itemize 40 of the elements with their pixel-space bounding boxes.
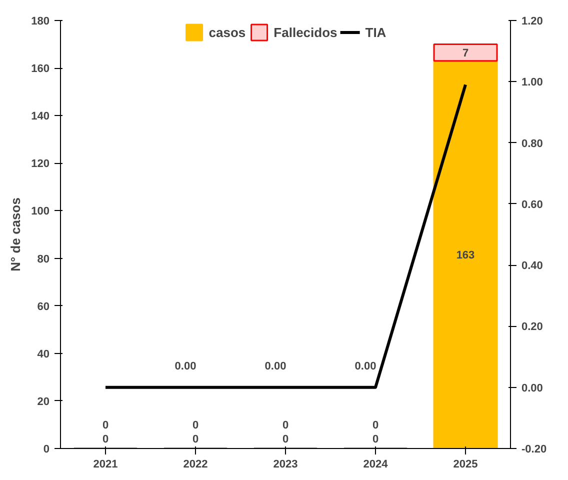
y-axis-title: N° de casos	[8, 198, 24, 272]
y2-tick-label: 0.80	[522, 138, 543, 150]
x-tick-label: 2021	[93, 458, 118, 470]
x-tick-label: 2023	[273, 458, 298, 470]
y-tick-label: 0	[43, 444, 50, 456]
y2-tick-label: 0.00	[522, 382, 543, 394]
data-label: 163	[456, 250, 475, 262]
y2-tick-label: -0.20	[522, 444, 547, 456]
y-tick-label: 160	[31, 63, 50, 76]
y-tick-label: 180	[31, 16, 50, 28]
y2-tick-label: 1.20	[522, 16, 543, 28]
data-label: 7	[462, 48, 469, 60]
data-label: 0	[372, 420, 379, 432]
data-label: 0.00	[354, 360, 376, 372]
y-tick-label: 80	[37, 253, 50, 266]
data-label: 0.00	[264, 360, 286, 372]
x-tick-label: 2025	[453, 458, 478, 470]
data-label: 0	[372, 434, 379, 446]
data-label: 0	[102, 420, 109, 432]
data-label: 0	[282, 420, 289, 432]
legend-label: Fallecidos	[274, 24, 338, 40]
data-label: 0	[102, 434, 109, 446]
y-tick-label: 120	[31, 158, 50, 170]
y-tick-label: 100	[31, 206, 50, 218]
y-tick-label: 20	[37, 396, 50, 408]
y-tick-label: 60	[37, 300, 50, 313]
data-label: 0	[282, 434, 289, 446]
y2-tick-label: 0.20	[522, 321, 543, 334]
x-tick-label: 2022	[183, 458, 208, 470]
y2-tick-label: 1.00	[522, 76, 543, 89]
y2-tick-label: 0.40	[522, 260, 543, 272]
data-label: 0.00	[174, 360, 196, 372]
legend-label: TIA	[365, 24, 386, 40]
data-label: 0	[192, 420, 199, 432]
y-tick-label: 40	[37, 348, 50, 360]
legend-label: casos	[208, 24, 246, 40]
data-label: 0	[192, 434, 199, 446]
x-tick-label: 2024	[363, 458, 389, 470]
y-tick-label: 140	[31, 110, 50, 123]
y2-tick-label: 0.60	[522, 198, 543, 211]
